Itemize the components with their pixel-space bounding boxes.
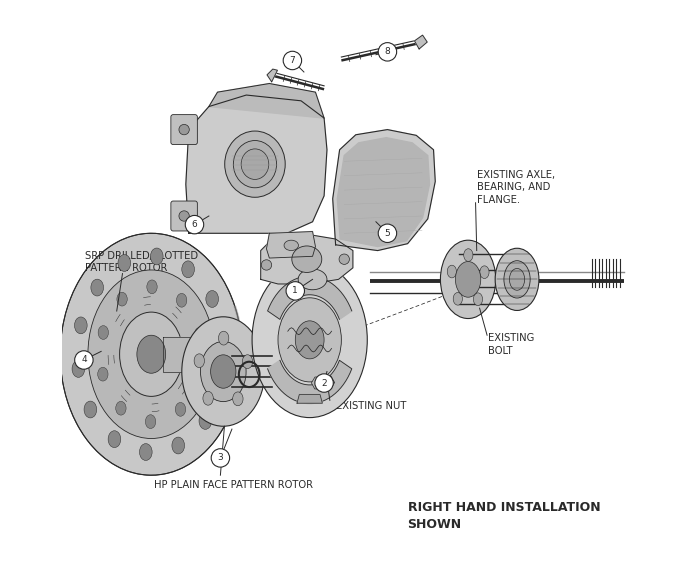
Ellipse shape xyxy=(473,293,482,305)
Ellipse shape xyxy=(440,240,496,319)
Ellipse shape xyxy=(295,321,324,359)
Text: EXISTING NUT: EXISTING NUT xyxy=(335,401,406,411)
Ellipse shape xyxy=(232,392,243,406)
Polygon shape xyxy=(267,276,352,319)
Text: RIGHT HAND INSTALLATION
SHOWN: RIGHT HAND INSTALLATION SHOWN xyxy=(407,501,600,530)
Ellipse shape xyxy=(218,331,229,345)
Polygon shape xyxy=(60,233,242,475)
Ellipse shape xyxy=(146,415,155,429)
Text: 6: 6 xyxy=(192,220,197,229)
Ellipse shape xyxy=(200,342,246,401)
Ellipse shape xyxy=(108,431,121,448)
Polygon shape xyxy=(209,84,324,118)
Ellipse shape xyxy=(199,412,211,429)
Circle shape xyxy=(378,224,397,242)
Ellipse shape xyxy=(218,331,230,348)
Ellipse shape xyxy=(88,270,215,438)
Text: 2: 2 xyxy=(321,378,327,388)
Text: EXISTING
BOLT: EXISTING BOLT xyxy=(488,334,535,355)
Text: 8: 8 xyxy=(384,47,391,56)
Polygon shape xyxy=(267,361,352,404)
Polygon shape xyxy=(267,69,277,82)
Ellipse shape xyxy=(216,374,228,392)
Ellipse shape xyxy=(510,268,525,290)
Ellipse shape xyxy=(172,437,185,454)
Text: 1: 1 xyxy=(293,286,298,295)
Ellipse shape xyxy=(120,312,183,396)
Circle shape xyxy=(179,211,189,221)
Ellipse shape xyxy=(206,290,218,308)
Ellipse shape xyxy=(504,261,530,298)
Ellipse shape xyxy=(284,240,298,251)
Ellipse shape xyxy=(453,293,463,305)
Polygon shape xyxy=(186,95,327,233)
Ellipse shape xyxy=(91,279,104,296)
Ellipse shape xyxy=(463,249,473,262)
Ellipse shape xyxy=(242,355,253,369)
Ellipse shape xyxy=(118,255,131,271)
Circle shape xyxy=(211,449,230,467)
Circle shape xyxy=(339,254,349,264)
Ellipse shape xyxy=(182,261,195,278)
Ellipse shape xyxy=(211,355,236,388)
Ellipse shape xyxy=(74,317,88,334)
Circle shape xyxy=(378,43,397,61)
Ellipse shape xyxy=(298,269,327,290)
Ellipse shape xyxy=(98,367,108,381)
Ellipse shape xyxy=(252,262,368,418)
Text: 4: 4 xyxy=(81,355,87,365)
Ellipse shape xyxy=(225,131,285,198)
Ellipse shape xyxy=(241,149,269,180)
Polygon shape xyxy=(163,337,200,372)
Polygon shape xyxy=(297,395,323,403)
Ellipse shape xyxy=(175,403,186,416)
Ellipse shape xyxy=(98,325,108,339)
Polygon shape xyxy=(260,233,353,284)
Ellipse shape xyxy=(292,246,322,272)
Ellipse shape xyxy=(194,369,204,383)
Circle shape xyxy=(261,260,272,270)
Ellipse shape xyxy=(84,401,97,418)
FancyBboxPatch shape xyxy=(171,115,197,145)
Circle shape xyxy=(286,282,304,300)
Ellipse shape xyxy=(495,248,539,310)
Ellipse shape xyxy=(233,141,276,188)
Text: 5: 5 xyxy=(384,229,391,238)
Text: HP PLAIN FACE PATTERN ROTOR: HP PLAIN FACE PATTERN ROTOR xyxy=(154,480,313,490)
Polygon shape xyxy=(337,138,430,247)
Ellipse shape xyxy=(72,361,85,377)
Circle shape xyxy=(284,51,302,70)
Ellipse shape xyxy=(480,266,489,279)
Ellipse shape xyxy=(147,280,158,294)
Ellipse shape xyxy=(182,317,265,426)
Text: EXISTING AXLE,
BEARING, AND
FLANGE.: EXISTING AXLE, BEARING, AND FLANGE. xyxy=(477,170,555,204)
Ellipse shape xyxy=(139,444,152,460)
Text: SRP DRILLED/SLOTTED
PATTERN ROTOR: SRP DRILLED/SLOTTED PATTERN ROTOR xyxy=(85,251,198,273)
Circle shape xyxy=(179,124,189,135)
Ellipse shape xyxy=(194,354,204,367)
Text: 3: 3 xyxy=(218,453,223,463)
Polygon shape xyxy=(267,232,316,258)
Ellipse shape xyxy=(150,248,163,265)
Ellipse shape xyxy=(456,262,481,297)
Ellipse shape xyxy=(278,298,342,382)
Text: 7: 7 xyxy=(290,56,295,65)
Ellipse shape xyxy=(447,265,456,278)
Polygon shape xyxy=(332,130,435,251)
Ellipse shape xyxy=(137,335,166,373)
Circle shape xyxy=(315,374,333,392)
Circle shape xyxy=(186,215,204,234)
Ellipse shape xyxy=(117,292,127,306)
Circle shape xyxy=(75,351,93,369)
Ellipse shape xyxy=(176,293,187,307)
Polygon shape xyxy=(414,35,427,49)
Ellipse shape xyxy=(116,401,126,415)
Ellipse shape xyxy=(195,327,205,341)
Ellipse shape xyxy=(203,391,214,405)
FancyBboxPatch shape xyxy=(171,201,197,231)
